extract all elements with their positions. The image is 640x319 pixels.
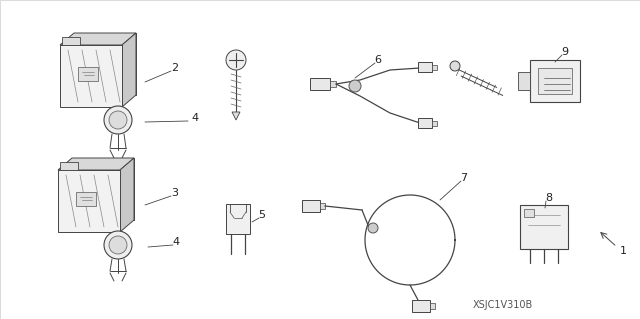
- Bar: [432, 65, 437, 70]
- Text: 2: 2: [172, 63, 179, 73]
- Bar: [28, 18, 598, 283]
- Text: 7: 7: [460, 173, 468, 183]
- Bar: [418, 118, 432, 128]
- Polygon shape: [122, 33, 136, 107]
- Polygon shape: [74, 33, 136, 95]
- Bar: [76, 192, 96, 206]
- Bar: [530, 60, 580, 102]
- Circle shape: [368, 223, 378, 233]
- Circle shape: [104, 231, 132, 259]
- Polygon shape: [232, 112, 240, 120]
- Polygon shape: [72, 158, 134, 220]
- Bar: [78, 67, 98, 81]
- Bar: [320, 203, 325, 209]
- Circle shape: [226, 50, 246, 70]
- Text: 4: 4: [172, 237, 180, 247]
- Bar: [226, 204, 250, 234]
- Bar: [302, 200, 320, 212]
- Text: 9: 9: [561, 47, 568, 57]
- Text: 1: 1: [620, 246, 627, 256]
- Polygon shape: [120, 158, 134, 232]
- Text: XSJC1V310B: XSJC1V310B: [473, 300, 533, 310]
- Text: 5: 5: [259, 210, 266, 220]
- Text: 8: 8: [545, 193, 552, 203]
- Text: 6: 6: [374, 55, 381, 65]
- Bar: [524, 209, 534, 217]
- Text: 4: 4: [191, 113, 198, 123]
- Bar: [430, 303, 435, 309]
- Circle shape: [109, 111, 127, 129]
- Bar: [518, 72, 530, 90]
- Polygon shape: [58, 158, 134, 170]
- Bar: [418, 62, 432, 72]
- Bar: [330, 81, 336, 87]
- Bar: [412, 300, 430, 312]
- Polygon shape: [60, 33, 136, 45]
- Bar: [60, 162, 78, 170]
- Bar: [538, 68, 572, 94]
- Bar: [520, 205, 568, 249]
- Bar: [432, 121, 437, 126]
- Circle shape: [450, 61, 460, 71]
- Circle shape: [104, 106, 132, 134]
- Bar: [310, 78, 330, 90]
- Circle shape: [349, 80, 361, 92]
- Polygon shape: [60, 45, 122, 107]
- Circle shape: [109, 236, 127, 254]
- Polygon shape: [58, 170, 120, 232]
- Bar: [62, 37, 80, 45]
- Text: 3: 3: [172, 188, 179, 198]
